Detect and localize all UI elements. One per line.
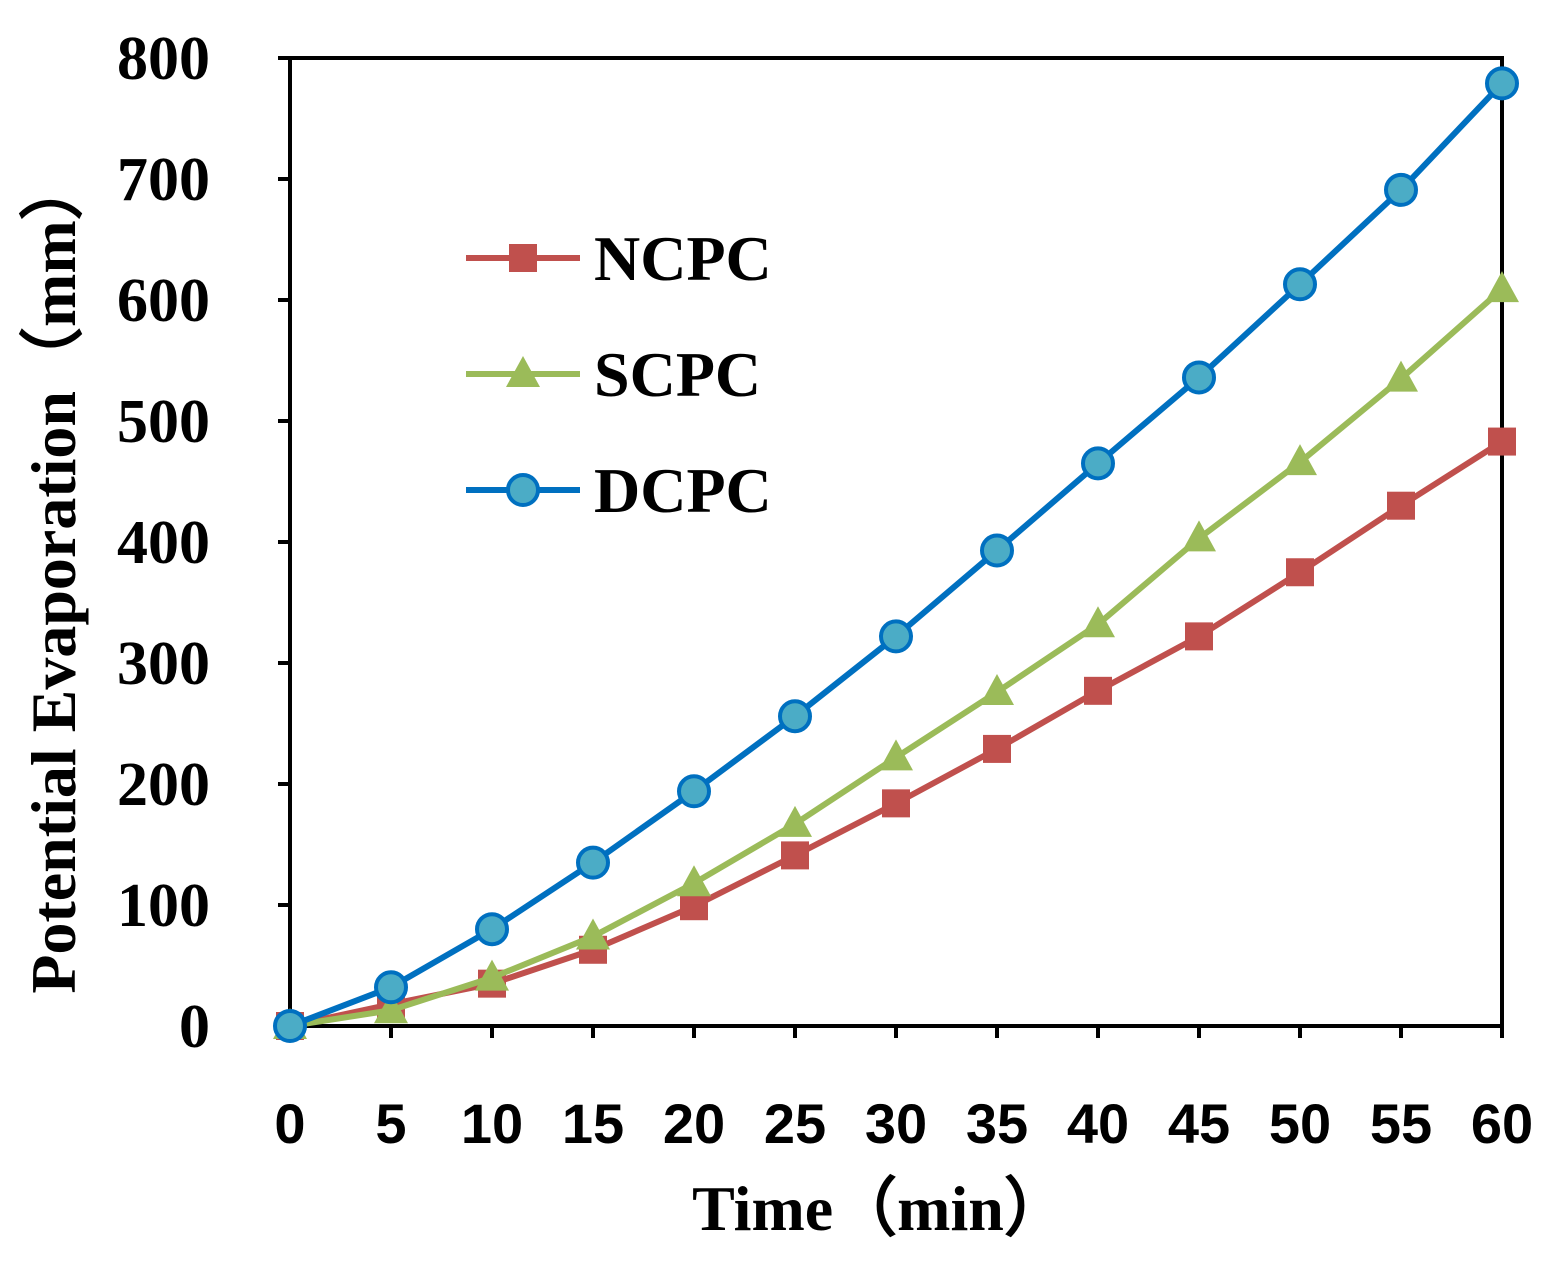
data-point-dcpc (1182, 360, 1216, 395)
data-point-dcpc (1283, 267, 1317, 302)
x-tick-label: 30 (865, 1092, 927, 1155)
plot-area (288, 56, 1504, 1028)
x-tick-label: 45 (1168, 1092, 1230, 1155)
x-tick-label: 55 (1370, 1092, 1432, 1155)
data-point-dcpc (1081, 446, 1115, 481)
legend-swatch-marker (506, 473, 540, 507)
data-point-ncpc (983, 734, 1011, 763)
data-point-dcpc (879, 619, 913, 654)
legend-label: NCPC (594, 223, 772, 294)
data-point-scpc (475, 959, 509, 991)
data-point-dcpc (1384, 172, 1418, 207)
series-line-dcpc (288, 81, 1505, 1029)
data-point-scpc (1081, 606, 1115, 638)
legend-item-ncpc: NCPC (466, 223, 772, 294)
x-tick-label: 25 (764, 1092, 826, 1155)
data-point-dcpc (273, 1009, 307, 1043)
y-tick-label: 500 (117, 388, 210, 456)
x-tick-label: 15 (562, 1092, 624, 1155)
data-point-scpc (677, 865, 711, 897)
data-point-scpc (879, 739, 913, 771)
data-point-dcpc (475, 912, 509, 947)
legend-swatch-marker (509, 244, 537, 272)
data-point-ncpc (680, 892, 708, 921)
legend-item-scpc: SCPC (466, 339, 761, 410)
series-line-scpc (289, 286, 1504, 1029)
data-point-ncpc (882, 789, 910, 818)
data-point-scpc (374, 992, 408, 1024)
data-point-dcpc (778, 699, 812, 734)
data-point-ncpc (1185, 622, 1213, 651)
data-point-dcpc (576, 845, 610, 880)
y-tick-label: 100 (117, 872, 210, 940)
data-point-dcpc (980, 533, 1014, 568)
data-point-dcpc (374, 970, 408, 1005)
x-tick-label: 5 (375, 1092, 406, 1155)
data-point-dcpc (1485, 66, 1519, 101)
legend-swatch-marker (506, 356, 540, 387)
x-tick-label: 40 (1067, 1092, 1129, 1155)
data-point-scpc (1283, 444, 1317, 476)
legend: NCPC SCPC DCPC (466, 223, 772, 526)
legend-item-dcpc: DCPC (466, 455, 772, 526)
data-point-dcpc (677, 774, 711, 809)
x-tick-label: 60 (1471, 1092, 1533, 1155)
data-point-ncpc (1084, 676, 1112, 705)
data-point-ncpc (1286, 558, 1314, 587)
plot-border (288, 56, 1504, 1028)
data-point-scpc (1485, 271, 1519, 303)
x-axis-title: Time（min） (692, 1173, 1068, 1244)
y-tick-label: 600 (117, 267, 210, 335)
series-scpc (273, 271, 1519, 1039)
series-layer (273, 66, 1519, 1043)
x-tick-label: 0 (274, 1092, 305, 1155)
y-tick-label: 200 (117, 751, 210, 819)
x-tick-label: 20 (663, 1092, 725, 1155)
data-point-scpc (778, 805, 812, 837)
y-tick-label: 800 (117, 25, 210, 93)
y-tick-label: 400 (117, 509, 210, 577)
x-tick-label: 50 (1269, 1092, 1331, 1155)
data-point-ncpc (781, 841, 809, 870)
data-point-scpc (576, 918, 610, 950)
y-tick-label: 0 (179, 993, 210, 1061)
legend-label: DCPC (594, 455, 772, 526)
data-point-scpc (1384, 360, 1418, 392)
y-axis: 0 100 200 300 400 500 600 700 800 (117, 25, 290, 1061)
x-tick-label: 10 (461, 1092, 523, 1155)
y-tick-label: 700 (117, 146, 210, 214)
x-tick-label: 35 (966, 1092, 1028, 1155)
series-dcpc (273, 66, 1519, 1043)
x-axis: 0 5 10 15 20 25 30 35 40 45 50 55 60 (274, 1026, 1533, 1155)
data-point-scpc (1182, 520, 1216, 552)
data-point-scpc (980, 674, 1014, 706)
data-point-ncpc (1387, 491, 1415, 520)
data-point-ncpc (1488, 427, 1516, 456)
legend-label: SCPC (594, 339, 761, 410)
y-tick-label: 300 (117, 630, 210, 698)
y-axis-title: Potential Evaporation（mm） (18, 156, 89, 993)
